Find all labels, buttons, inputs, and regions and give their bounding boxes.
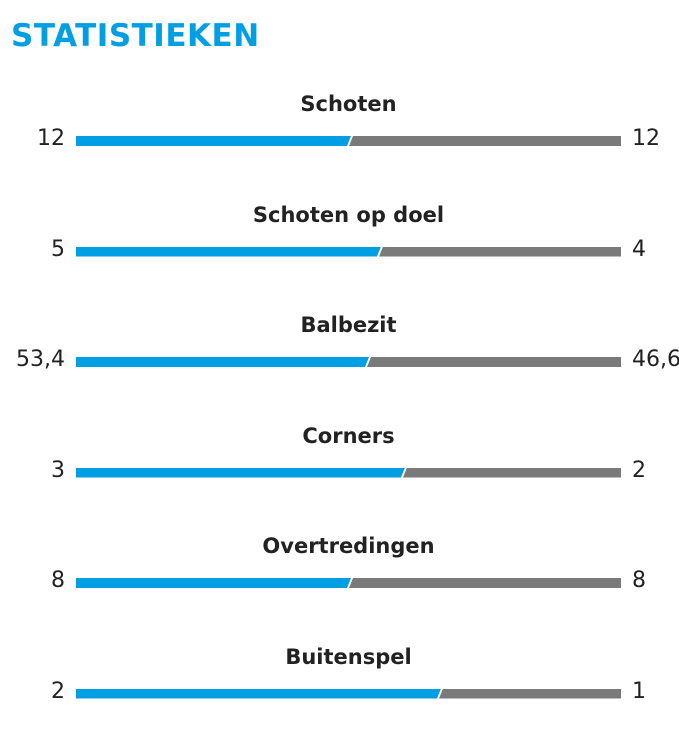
home-value: 12 xyxy=(37,126,65,151)
home-bar xyxy=(76,247,381,257)
home-value: 5 xyxy=(51,236,65,262)
away-value: 4 xyxy=(632,236,646,262)
stat-row: Corners 3 2 xyxy=(0,424,679,524)
stat-row: Schoten 12 12 xyxy=(0,92,679,192)
section-title: STATISTIEKEN xyxy=(11,18,260,54)
stat-row: Schoten op doel 5 4 xyxy=(0,203,679,303)
stat-label: Buitenspel xyxy=(285,644,412,669)
stat-bar xyxy=(76,688,621,699)
home-bar xyxy=(76,468,405,478)
away-value: 12 xyxy=(632,126,660,151)
stat-bar xyxy=(76,467,621,478)
stat-bar xyxy=(76,246,621,257)
home-bar xyxy=(76,357,369,367)
home-bar xyxy=(76,136,351,146)
home-value: 53,4 xyxy=(16,347,65,372)
away-bar xyxy=(367,357,621,367)
home-value: 3 xyxy=(51,457,65,483)
away-value: 1 xyxy=(632,678,646,704)
stat-row: Balbezit 53,4 46,6 xyxy=(0,313,679,413)
away-bar xyxy=(349,578,621,588)
stat-bar xyxy=(76,578,621,588)
stat-label: Corners xyxy=(302,423,395,448)
away-bar xyxy=(379,246,621,257)
home-bar xyxy=(76,689,441,699)
stat-bar xyxy=(76,357,621,367)
away-value: 46,6 xyxy=(632,347,679,372)
stat-label: Balbezit xyxy=(300,313,397,337)
away-bar xyxy=(403,467,621,478)
stat-label: Overtredingen xyxy=(262,534,435,558)
away-bar xyxy=(439,688,621,699)
stat-label: Schoten xyxy=(300,92,397,116)
away-value: 8 xyxy=(632,568,646,593)
home-bar xyxy=(76,578,351,588)
away-value: 2 xyxy=(632,457,646,483)
stat-row: Overtredingen 8 8 xyxy=(0,534,679,634)
stat-label: Schoten op doel xyxy=(252,202,445,227)
home-value: 8 xyxy=(51,568,65,593)
home-value: 2 xyxy=(51,678,65,704)
away-bar xyxy=(349,136,621,146)
stat-row: Buitenspel 2 1 xyxy=(0,645,679,745)
stat-bar xyxy=(76,136,621,146)
